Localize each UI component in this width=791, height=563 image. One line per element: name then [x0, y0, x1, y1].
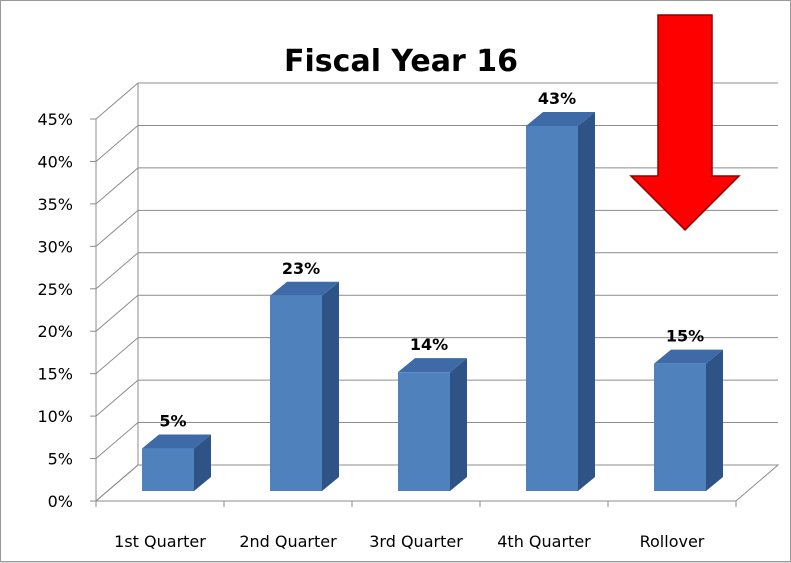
bar-side	[706, 349, 723, 491]
bar-top	[142, 434, 211, 449]
y-tick-label: 5%	[48, 450, 73, 469]
gridline	[95, 252, 778, 290]
x-axis-labels: 1st Quarter 2nd Quarter 3rd Quarter 4th Qua…	[114, 532, 705, 551]
y-axis-ticks: 0% 5% 10% 15% 20% 25% 30% 35% 40% 45%	[37, 110, 73, 511]
y-tick-label: 20%	[37, 322, 73, 341]
bars: 5% 23% 14% 43% 15%	[142, 89, 723, 491]
bar-side	[450, 358, 467, 491]
x-category-label: Rollover	[640, 532, 705, 551]
bar	[398, 358, 467, 491]
bar-side	[194, 434, 211, 491]
bar-top	[270, 281, 339, 296]
data-label: 15%	[666, 327, 704, 346]
bar-front	[654, 363, 706, 491]
bar	[654, 349, 723, 491]
y-tick-label: 45%	[37, 110, 73, 129]
y-tick-label: 10%	[37, 407, 73, 426]
bar-top	[398, 358, 467, 373]
x-category-label: 4th Quarter	[497, 532, 591, 551]
y-tick-label: 0%	[48, 492, 73, 511]
chart-floor	[94, 464, 780, 502]
data-label: 14%	[410, 335, 448, 354]
y-tick-label: 15%	[37, 365, 73, 384]
data-label: 5%	[159, 412, 186, 431]
bar-front	[398, 372, 450, 491]
bar-side	[578, 111, 595, 491]
red-down-arrow-icon	[629, 14, 741, 232]
bar	[142, 434, 211, 491]
gridline	[95, 294, 778, 332]
y-tick-label: 35%	[37, 195, 73, 214]
x-category-label: 1st Quarter	[114, 532, 206, 551]
bar-top	[654, 349, 723, 364]
y-tick-label: 30%	[37, 237, 73, 256]
annotation	[629, 14, 741, 232]
gridline	[95, 337, 778, 375]
bar-top	[526, 111, 595, 126]
data-label: 23%	[282, 259, 320, 278]
bar-front	[142, 448, 194, 491]
bar-front	[270, 295, 322, 491]
data-label: 43%	[538, 89, 576, 108]
bar-side	[322, 281, 339, 491]
chart-title: Fiscal Year 16	[284, 44, 518, 79]
y-tick-label: 25%	[37, 280, 73, 299]
bar	[270, 281, 339, 491]
y-tick-label: 40%	[37, 152, 73, 171]
bar	[526, 111, 595, 491]
x-category-label: 2nd Quarter	[239, 532, 337, 551]
bar-front	[526, 125, 578, 491]
x-category-label: 3rd Quarter	[369, 532, 463, 551]
